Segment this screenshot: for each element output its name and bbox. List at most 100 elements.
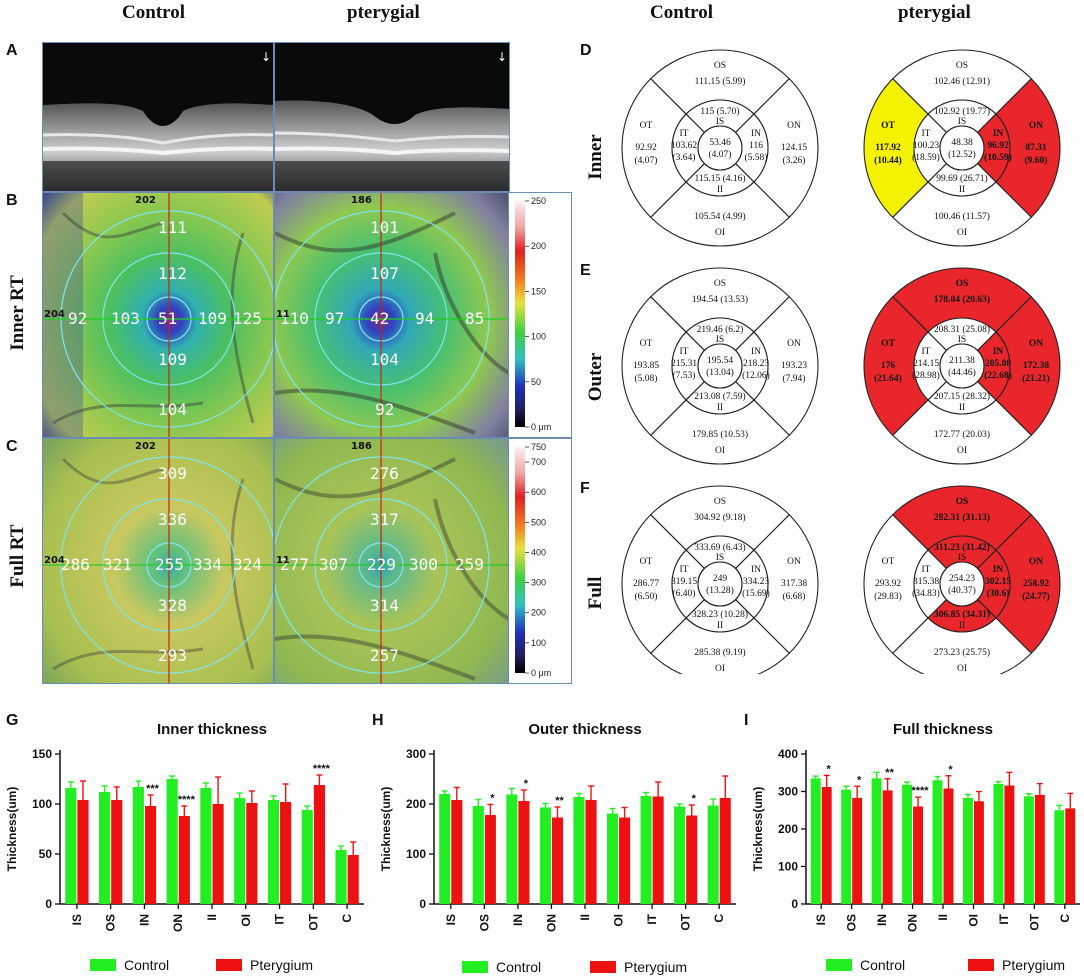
- etdrs-label-os: OS: [714, 497, 726, 507]
- y-tick-label: 0: [419, 897, 426, 911]
- etdrs-sector-c: [939, 343, 985, 389]
- legend-swatch-pterygium: [968, 959, 994, 971]
- etdrs-sd-on: (9.60): [1025, 155, 1048, 166]
- etdrs-sd-c: (13.04): [706, 367, 734, 378]
- etdrs-label-ot: OT: [640, 339, 653, 349]
- y-axis-label: Thickness(um): [751, 787, 765, 872]
- etdrs-label-on: ON: [787, 557, 801, 567]
- etdrs-value-on: 124.15: [781, 143, 807, 153]
- etdrs-sd-in: (22.68): [984, 370, 1012, 381]
- bar-pterygium: [1034, 794, 1045, 904]
- bar-control: [707, 805, 719, 904]
- map-inner-control: 111 112 92 103 51 109 125 109 104 202 20…: [42, 192, 274, 438]
- bar-control: [841, 789, 852, 904]
- bar-chart-outer-thickness: Outer thickness Thickness(um) 0 100 200 300 IS…: [379, 721, 736, 975]
- x-tick-label: IS: [444, 914, 458, 925]
- etdrs-sd-it: (7.53): [673, 370, 696, 381]
- map-inner-control-right-out: 125: [233, 309, 262, 328]
- etdrs-value-is: 102.92 (19.77): [934, 106, 990, 117]
- etdrs-label-ot: OT: [640, 557, 653, 567]
- x-tick-label: IT: [997, 913, 1011, 924]
- etdrs-label-oi: OI: [957, 664, 967, 674]
- etdrs-value-in: 218.23: [743, 359, 769, 369]
- etdrs-value-os: 178.04 (20.63): [934, 294, 990, 305]
- map-full-control-top: 309: [158, 464, 187, 483]
- etdrs-label-on: ON: [1029, 557, 1043, 567]
- panel-letter-f: F: [580, 480, 590, 497]
- etdrs-sd-in: (30.6): [987, 588, 1010, 599]
- significance-marker: **: [555, 795, 564, 807]
- bar-control: [99, 792, 111, 904]
- x-tick-label: II: [205, 914, 219, 921]
- bar-chart-inner-thickness: Inner thickness Thickness(um) 0 50 100 150 IS O…: [5, 721, 364, 973]
- map-inner-pterygial-corner-top: 186: [351, 195, 372, 206]
- etdrs-value-ii: 207.15 (28.32): [934, 391, 990, 402]
- row-label-full-rt: Full RT: [7, 524, 28, 588]
- etdrs-value-ii: 213.08 (7.59): [694, 391, 745, 402]
- etdrs-full_pterygial: OS 282.31 (31.13) 273.23 (25.75) OI OT 293.92…: [863, 485, 1061, 674]
- etdrs-label-oi: OI: [715, 228, 725, 238]
- legend-label-control: Control: [496, 959, 541, 975]
- map-full-pterygial-left-in: 307: [319, 555, 348, 574]
- etdrs-sd-ot: (6.50): [635, 591, 658, 602]
- bar-pterygium: [821, 787, 832, 904]
- map-full-pterygial-center: 229: [367, 555, 396, 574]
- etdrs-label-os: OS: [956, 61, 968, 71]
- significance-marker: *: [692, 793, 697, 805]
- map-inner-pterygial-corner-left: 211: [275, 309, 290, 320]
- significance-marker: ***: [146, 783, 160, 795]
- etdrs-value-ot: 286.77: [633, 579, 659, 589]
- map-full-pterygial: 276 317 277 307 229 300 259 314 257 186 …: [274, 438, 510, 684]
- row-label-inner-rt: Inner RT: [7, 275, 28, 351]
- panel-letter-a: A: [6, 42, 18, 59]
- colorbar-inner: 250 200 150 100 50 0 μm: [508, 192, 572, 438]
- etdrs-sd-it: (6.40): [673, 588, 696, 599]
- etdrs-sd-it: (3.64): [673, 152, 696, 163]
- etdrs-value-in: 302.15: [985, 577, 1011, 587]
- legend-label-control: Control: [124, 957, 169, 973]
- map-inner-pterygial-left-out: 110: [280, 309, 309, 328]
- bar-pterygium: [913, 806, 924, 904]
- map-full-pterygial-down: 314: [370, 596, 399, 615]
- etdrs-value-ii: 306.85 (34.31): [934, 609, 990, 620]
- map-full-control-up: 336: [158, 510, 187, 529]
- x-tick-label: OT: [306, 913, 320, 930]
- panel-letter-h: H: [372, 712, 384, 729]
- map-inner-control-left-in: 103: [111, 309, 140, 328]
- significance-marker: ****: [911, 785, 929, 797]
- etdrs-sd-c: (12.52): [948, 149, 976, 160]
- map-full-control-left-in: 321: [103, 555, 132, 574]
- etdrs-value-is: 219.46 (6.2): [697, 324, 744, 335]
- header-right-pterygial: pterygial: [898, 2, 971, 23]
- map-full-control-corner-left: 204: [44, 555, 65, 566]
- etdrs-sd-c: (44.46): [948, 367, 976, 378]
- etdrs-label-in: IN: [751, 129, 761, 139]
- colorbar-inner-tick-label: 100: [531, 332, 546, 342]
- map-full-pterygial-right-in: 300: [409, 555, 438, 574]
- etdrs-label-ii: II: [959, 621, 965, 631]
- etdrs-label-on: ON: [787, 121, 801, 131]
- etdrs-label-oi: OI: [957, 446, 967, 456]
- etdrs-value-in: 334.23: [743, 577, 769, 587]
- map-full-control-corner-top: 202: [135, 441, 156, 452]
- x-tick-label: OI: [612, 914, 626, 927]
- etdrs-sd-on: (3.26): [783, 155, 806, 166]
- etdrs-value-c: 254.23: [949, 574, 975, 584]
- bar-pterygium: [585, 800, 597, 904]
- etdrs-sd-in: (10.59): [984, 152, 1012, 163]
- significance-marker: *: [827, 763, 832, 775]
- etdrs-label-on: ON: [1029, 121, 1043, 131]
- map-inner-control-corner-left: 204: [44, 309, 65, 320]
- bar-control: [439, 794, 451, 904]
- map-full-pterygial-image: 276 317 277 307 229 300 259 314 257 186 …: [275, 439, 509, 683]
- colorbar-full-tick-label: 200: [531, 608, 546, 618]
- bar-pterygium: [551, 817, 564, 904]
- etdrs-value-oi: 172.77 (20.03): [934, 429, 990, 440]
- bar-pterygium: [619, 817, 631, 904]
- map-full-pterygial-bottom: 257: [370, 646, 399, 665]
- etdrs-sd-in: (12.06): [742, 370, 770, 381]
- x-tick-label: C: [340, 914, 354, 923]
- bar-pterygium: [973, 801, 984, 904]
- map-inner-control-top: 111: [158, 218, 187, 237]
- bar-control: [200, 788, 212, 904]
